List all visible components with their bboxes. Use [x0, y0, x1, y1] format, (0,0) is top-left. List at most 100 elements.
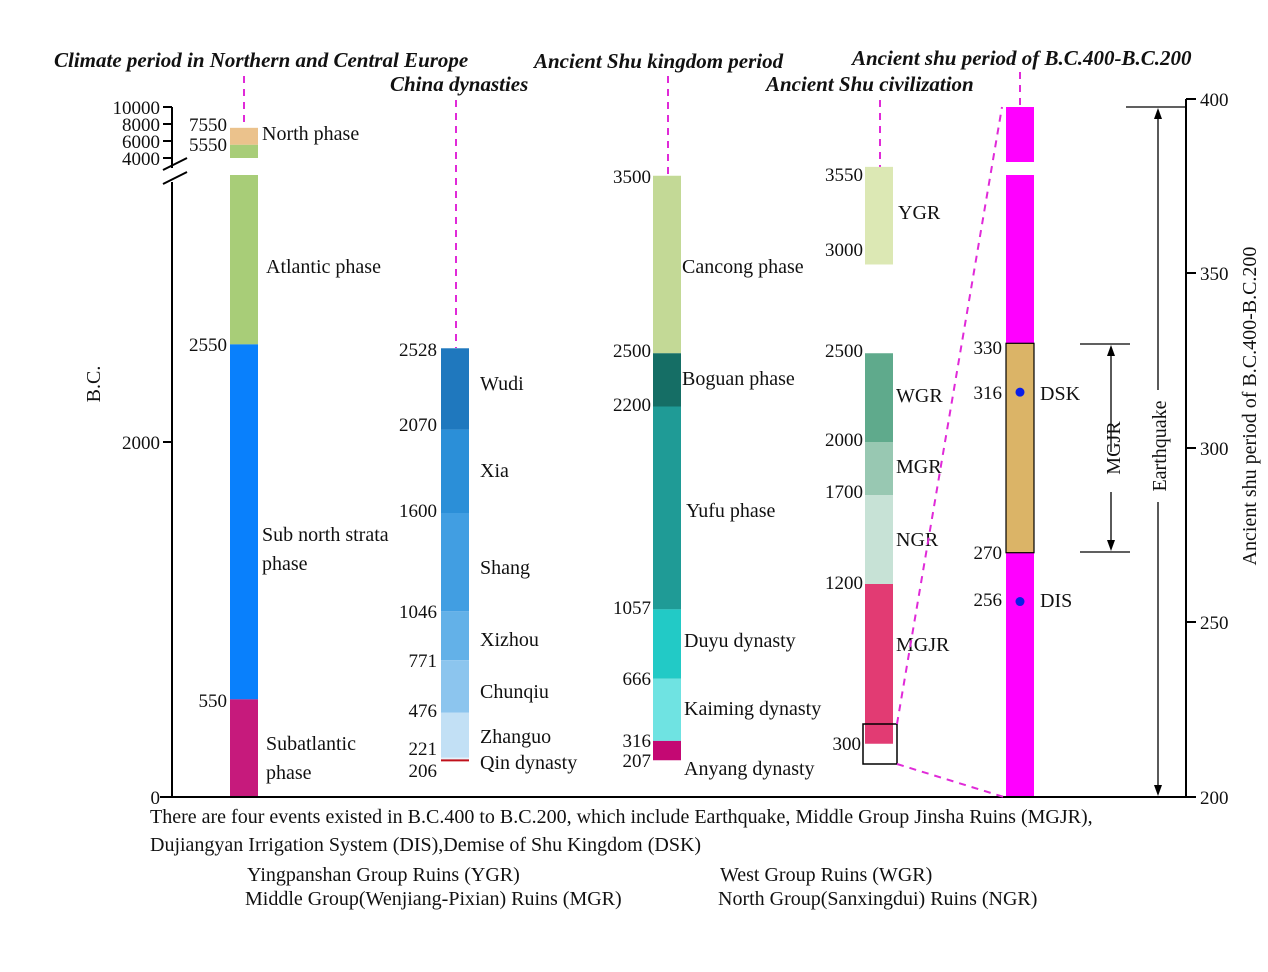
civ-label-ngr: NGR: [896, 529, 939, 551]
civ-bar-wgr: [865, 353, 893, 442]
header-dynasties: China dynasties: [390, 72, 528, 96]
event-year-316: 316: [974, 383, 1003, 404]
kingdom-bar-anyang-dynasty: [653, 740, 681, 761]
kingdom-boundary-3500: 3500: [613, 167, 651, 188]
zoom-box: [862, 723, 898, 765]
civ-boundary-1200: 1200: [825, 573, 863, 594]
climate-boundary-5550: 5550: [189, 135, 227, 156]
civ-label-ygr: YGR: [898, 202, 941, 224]
earthquake-arrow-down: [1154, 785, 1162, 796]
left-axis: [160, 106, 1186, 798]
kingdom-bar-kaiming-dynasty: [653, 678, 681, 741]
climate-label-subatlantic-2: phase: [266, 762, 312, 784]
kingdom-label-kaiming: Kaiming dynasty: [684, 698, 821, 720]
event-dot-dis: [1015, 597, 1025, 607]
header-shu-kingdom: Ancient Shu kingdom period: [532, 49, 784, 73]
left-tick-10000: 10000: [113, 98, 161, 119]
climate-boundary-7550: 7550: [189, 115, 227, 136]
kingdom-boundary-316: 316: [623, 731, 652, 752]
dynasty-boundary-2528: 2528: [399, 340, 437, 361]
civ-bar-mgjr: [865, 584, 893, 744]
civ-label-mgjr: MGJR: [896, 634, 950, 656]
civ-boundary-2000: 2000: [825, 430, 863, 451]
right-tick-200: 200: [1200, 788, 1229, 809]
kingdom-boundary-1057: 1057: [613, 598, 651, 619]
timeline-bars: [230, 107, 1035, 797]
zoom-connectors: [896, 106, 1005, 798]
civ-label-mgr: MGR: [896, 456, 942, 478]
civ-label-wgr: WGR: [896, 385, 943, 407]
header-shu-civilization: Ancient Shu civilization: [764, 72, 974, 96]
right-axis-label: Ancient shu period of B.C.400-B.C.200: [1239, 247, 1261, 566]
left-tick-2000: 2000: [122, 433, 160, 454]
right-tick-400: 400: [1200, 90, 1229, 111]
climate-bar-atlantic-phase: [230, 175, 258, 345]
dynasty-boundary-771: 771: [409, 651, 438, 672]
climate-bar-sub-north-strata-phase: [230, 344, 258, 700]
kingdom-label-cancong: Cancong phase: [682, 256, 804, 278]
dynasty-label-xizhou: Xizhou: [480, 629, 539, 651]
right-tick-350: 350: [1200, 264, 1229, 285]
dynasty-bar-xia: [441, 429, 469, 513]
dynasty-boundary-1046: 1046: [399, 602, 437, 623]
left-axis-label: B.C.: [83, 366, 105, 403]
header-climate: Climate period in Northern and Central E…: [54, 48, 468, 72]
footnote-line-1: There are four events existed in B.C.400…: [150, 806, 1093, 828]
left-tick-8000: 8000: [122, 115, 160, 136]
event-year-256: 256: [974, 590, 1003, 611]
kingdom-bar-yufu-phase: [653, 406, 681, 610]
zoom-connector-bottom: [896, 763, 1005, 798]
period-boundary-270: 270: [974, 543, 1003, 564]
climate-bar-north-phase-lower: [230, 144, 258, 158]
kingdom-boundary-2500: 2500: [613, 341, 651, 362]
dynasty-boundary-221: 221: [409, 739, 438, 760]
header-shu-period: Ancient shu period of B.C.400-B.C.200: [850, 46, 1192, 70]
civ-bar-ngr: [865, 495, 893, 584]
dynasty-bar-xizhou: [441, 611, 469, 661]
range-arrowheads: [1107, 108, 1162, 796]
dynasty-bar-shang: [441, 513, 469, 612]
event-label-dis: DIS: [1040, 590, 1072, 612]
right-tick-300: 300: [1200, 439, 1229, 460]
period-boundary-330: 330: [974, 338, 1003, 359]
legend-wgr: West Group Ruins (WGR): [720, 864, 932, 886]
civ-boundary-1700: 1700: [825, 482, 863, 503]
dynasty-label-wudi: Wudi: [480, 373, 524, 395]
climate-label-north: North phase: [262, 123, 359, 145]
kingdom-bar-cancong-phase: [653, 175, 681, 354]
zoom-connector-top: [896, 106, 1003, 725]
climate-label-subnorth-1: Sub north strata: [262, 524, 389, 546]
kingdom-boundary-207: 207: [623, 751, 652, 772]
legend-mgr: Middle Group(Wenjiang-Pixian) Ruins (MGR…: [245, 888, 622, 910]
kingdom-boundary-2200: 2200: [613, 395, 651, 416]
mgjr-arrow-down: [1107, 540, 1115, 551]
mgjr-arrow-up: [1107, 345, 1115, 356]
footnote-line-2: Dujiangyan Irrigation System (DIS),Demis…: [150, 834, 701, 856]
left-tick-6000: 6000: [122, 132, 160, 153]
climate-label-atlantic: Atlantic phase: [266, 256, 381, 278]
event-label-dsk: DSK: [1040, 383, 1081, 405]
kingdom-bar-boguan-phase: [653, 353, 681, 407]
civ-bar-ygr: [865, 166, 893, 265]
legend-ngr: North Group(Sanxingdui) Ruins (NGR): [718, 888, 1037, 910]
left-tick-0: 0: [151, 788, 161, 809]
climate-boundary-2550: 2550: [189, 335, 227, 356]
dynasty-label-zhanguo: Zhanguo: [480, 726, 551, 748]
kingdom-bar-duyu-dynasty: [653, 609, 681, 679]
range-brackets: [1080, 106, 1186, 798]
dynasty-boundary-206: 206: [409, 761, 438, 782]
civ-boundary-300: 300: [833, 734, 862, 755]
event-dot-dsk: [1015, 387, 1025, 397]
climate-boundary-550: 550: [199, 691, 228, 712]
earthquake-arrow-up: [1154, 108, 1162, 119]
dynasty-boundary-1600: 1600: [399, 501, 437, 522]
dynasty-bar-chunqiu: [441, 660, 469, 713]
dynasty-boundary-2070: 2070: [399, 415, 437, 436]
axis-break-mark-2: [162, 171, 188, 185]
dynasty-boundary-476: 476: [409, 701, 438, 722]
kingdom-boundary-666: 666: [623, 669, 652, 690]
civ-boundary-2500: 2500: [825, 341, 863, 362]
range-label-mgjr: MGJR: [1103, 421, 1125, 475]
dynasty-bar-wudi: [441, 348, 469, 430]
